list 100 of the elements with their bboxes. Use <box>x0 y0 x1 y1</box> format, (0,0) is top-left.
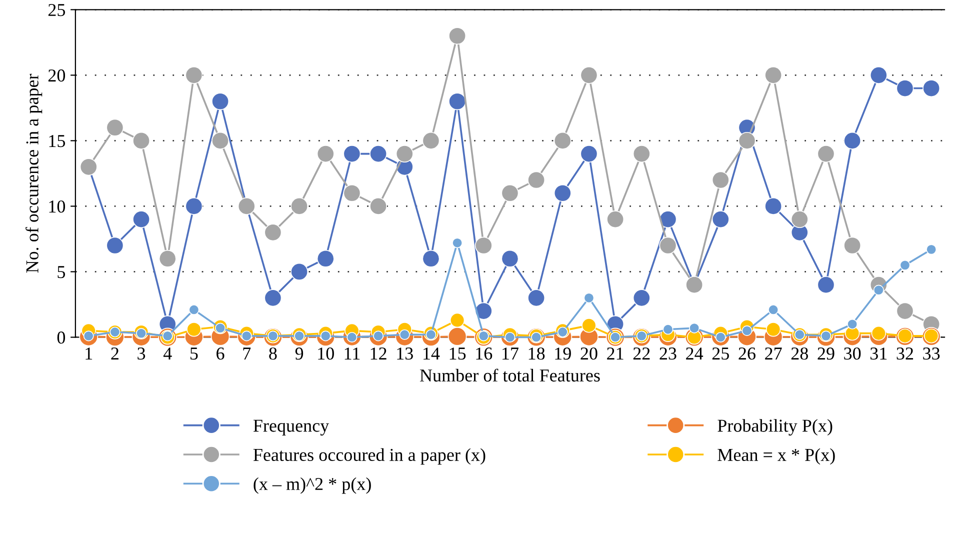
point <box>847 318 858 330</box>
point <box>632 289 650 307</box>
point <box>188 304 200 315</box>
x-tick-label: 11 <box>344 348 360 360</box>
point <box>185 197 203 215</box>
x-tick-label: 31 <box>870 348 887 360</box>
point <box>580 66 598 84</box>
point <box>580 145 598 163</box>
x-tick-label: 32 <box>896 348 914 360</box>
point <box>896 80 914 98</box>
point <box>926 244 937 255</box>
point <box>452 238 463 248</box>
x-tick-label: 22 <box>633 348 650 360</box>
x-tick-label: 24 <box>686 348 704 360</box>
x-tick-label: 27 <box>765 348 782 360</box>
x-tick-label: 33 <box>923 348 940 360</box>
point <box>528 289 546 307</box>
point <box>528 171 546 189</box>
point <box>712 171 730 189</box>
point <box>844 132 862 150</box>
point <box>106 236 124 254</box>
x-tick-label: 3 <box>138 348 146 360</box>
x-tick-label: 25 <box>712 348 729 360</box>
x-tick-label: 5 <box>190 348 198 360</box>
legend-label: Features occoured in a paper (x) <box>253 448 486 465</box>
x-tick-label: 26 <box>738 348 756 360</box>
x-tick-label: 9 <box>295 348 304 360</box>
legend-label: (x – m)^2 * p(x) <box>254 477 371 494</box>
y-tick-label: 25 <box>48 4 66 16</box>
point <box>844 236 862 254</box>
y-axis-title: No. of occurence in a paper <box>26 74 42 273</box>
y-tick-label: 10 <box>49 200 66 213</box>
point <box>106 118 124 136</box>
point <box>316 250 334 268</box>
x-tick-label: 13 <box>397 348 413 360</box>
point <box>370 145 388 163</box>
point <box>554 184 572 202</box>
x-tick-label: 20 <box>580 347 598 360</box>
point <box>659 236 677 254</box>
x-tick-label: 6 <box>216 348 224 360</box>
point <box>158 250 176 268</box>
x-tick-label: 1 <box>86 348 92 360</box>
x-tick-label: 12 <box>370 348 386 360</box>
point <box>712 210 730 228</box>
point <box>584 292 594 304</box>
point <box>132 210 150 228</box>
point <box>764 197 782 215</box>
point <box>768 304 779 315</box>
y-tick-label: 20 <box>48 69 66 82</box>
point <box>370 197 388 215</box>
point <box>689 322 700 334</box>
point <box>474 302 492 320</box>
point <box>606 210 624 228</box>
point <box>448 92 466 110</box>
x-tick-label: 17 <box>502 348 518 360</box>
point <box>212 132 230 150</box>
x-tick-label: 21 <box>607 348 624 360</box>
x-tick-label: 16 <box>476 348 492 360</box>
point <box>554 132 572 150</box>
point <box>212 92 230 110</box>
point <box>870 66 888 84</box>
point <box>900 260 910 270</box>
point <box>132 132 150 150</box>
point <box>474 236 492 254</box>
legend-label: Frequency <box>253 420 330 436</box>
y-tick-label: 5 <box>58 266 66 278</box>
point <box>501 184 519 202</box>
y-tick-label: 15 <box>49 135 66 148</box>
x-tick-label: 18 <box>528 347 545 360</box>
x-tick-label: 7 <box>243 348 251 360</box>
point <box>448 27 466 45</box>
x-tick-label: 30 <box>844 347 861 360</box>
point <box>290 262 308 280</box>
legend-label: Probability P(x) <box>718 419 832 436</box>
point <box>422 132 440 150</box>
point <box>264 289 282 307</box>
point <box>185 66 203 84</box>
point <box>922 80 940 98</box>
legend-label: Mean = x * P(x) <box>718 448 835 465</box>
point <box>582 318 596 333</box>
x-tick-label: 28 <box>791 347 808 360</box>
point <box>873 284 884 296</box>
x-tick-label: 8 <box>269 347 277 360</box>
point <box>343 184 361 202</box>
x-tick-label: 2 <box>111 348 118 360</box>
point <box>501 250 519 268</box>
x-tick-label: 15 <box>450 348 466 360</box>
point <box>396 145 414 163</box>
point <box>264 224 282 242</box>
point <box>662 324 674 335</box>
x-tick-label: 23 <box>660 348 676 360</box>
x-axis-title: Number of total Features <box>420 368 600 382</box>
point <box>738 132 756 150</box>
point <box>766 322 781 337</box>
point <box>817 145 835 163</box>
point <box>450 312 465 328</box>
x-tick-label: 14 <box>424 348 440 360</box>
point <box>343 145 361 163</box>
point <box>896 302 914 320</box>
point <box>290 197 308 215</box>
